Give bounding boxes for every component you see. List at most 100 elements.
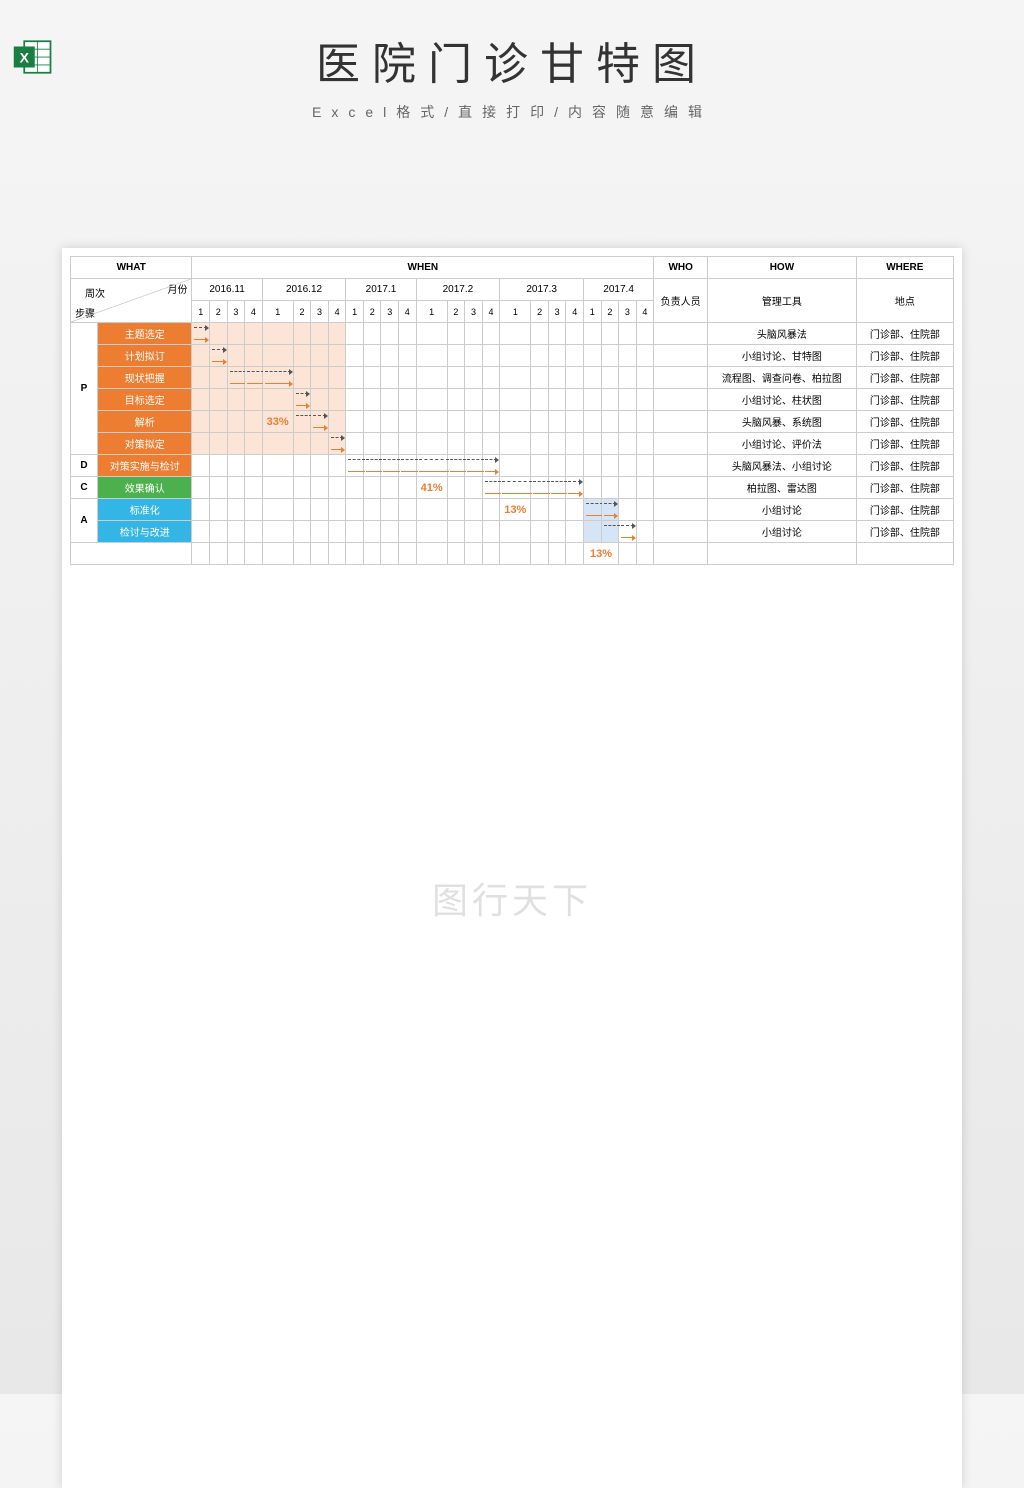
gantt-cell — [601, 521, 619, 543]
gantt-cell — [245, 389, 263, 411]
gantt-cell — [311, 323, 329, 345]
header-how: HOW — [708, 257, 856, 279]
week-header: 3 — [465, 301, 483, 323]
gantt-cell — [210, 389, 228, 411]
gantt-cell — [311, 345, 329, 367]
gantt-cell — [399, 521, 417, 543]
gantt-cell — [500, 477, 531, 499]
gantt-cell — [566, 411, 584, 433]
gantt-cell — [192, 411, 210, 433]
task-how: 小组讨论、柱状图 — [708, 389, 856, 411]
header-diagonal: 月份步骤周次 — [71, 279, 192, 323]
gantt-cell — [328, 521, 346, 543]
gantt-cell — [381, 477, 399, 499]
empty-cell — [346, 543, 364, 565]
gantt-cell — [346, 367, 364, 389]
empty-cell — [311, 543, 329, 565]
gantt-cell — [482, 323, 500, 345]
gantt-cell — [328, 411, 346, 433]
gantt-cell — [227, 433, 245, 455]
gantt-cell — [399, 433, 417, 455]
gantt-cell — [601, 389, 619, 411]
gantt-cell — [262, 521, 293, 543]
gantt-cell — [636, 499, 654, 521]
gantt-cell — [381, 323, 399, 345]
empty-cell — [619, 543, 637, 565]
empty-cell — [447, 543, 465, 565]
gantt-cell — [636, 367, 654, 389]
gantt-cell — [447, 367, 465, 389]
task-name: 现状把握 — [97, 367, 191, 389]
task-who — [654, 499, 708, 521]
gantt-cell — [619, 345, 637, 367]
gantt-cell — [328, 455, 346, 477]
gantt-cell — [548, 455, 566, 477]
gantt-cell — [531, 411, 549, 433]
empty-cell — [548, 543, 566, 565]
gantt-cell — [482, 389, 500, 411]
gantt-cell — [346, 521, 364, 543]
week-header: 1 — [416, 301, 447, 323]
gantt-cell: 33% — [262, 411, 293, 433]
page-subtitle: Excel格式/直接打印/内容随意编辑 — [0, 102, 1024, 122]
gantt-cell — [293, 323, 311, 345]
task-who — [654, 477, 708, 499]
gantt-cell — [584, 499, 602, 521]
task-who — [654, 367, 708, 389]
task-where: 门诊部、住院部 — [856, 323, 953, 345]
task-name: 检讨与改进 — [97, 521, 191, 543]
page-title: 医院门诊甘特图 — [0, 28, 1024, 92]
task-how: 小组讨论、甘特图 — [708, 345, 856, 367]
gantt-cell — [227, 411, 245, 433]
gantt-cell — [416, 521, 447, 543]
gantt-cell — [245, 433, 263, 455]
gantt-cell — [245, 455, 263, 477]
month-header: 2017.1 — [346, 279, 416, 301]
gantt-cell — [465, 433, 483, 455]
task-name: 主题选定 — [97, 323, 191, 345]
task-name: 计划拟订 — [97, 345, 191, 367]
gantt-cell — [416, 345, 447, 367]
gantt-cell — [548, 477, 566, 499]
gantt-cell — [311, 455, 329, 477]
task-how: 头脑风暴法、小组讨论 — [708, 455, 856, 477]
gantt-cell — [482, 499, 500, 521]
gantt-cell: 13% — [500, 499, 531, 521]
header-when: WHEN — [192, 257, 654, 279]
gantt-cell — [619, 455, 637, 477]
task-who — [654, 521, 708, 543]
gantt-cell — [636, 477, 654, 499]
gantt-cell — [192, 499, 210, 521]
month-header: 2017.4 — [584, 279, 654, 301]
gantt-cell — [399, 477, 417, 499]
gantt-cell — [636, 345, 654, 367]
gantt-cell — [482, 455, 500, 477]
gantt-cell — [447, 499, 465, 521]
gantt-cell — [399, 455, 417, 477]
week-header: 2 — [601, 301, 619, 323]
week-header: 2 — [447, 301, 465, 323]
gantt-cell — [346, 389, 364, 411]
gantt-cell — [262, 499, 293, 521]
week-header: 4 — [328, 301, 346, 323]
week-header: 2 — [293, 301, 311, 323]
empty-cell — [210, 543, 228, 565]
gantt-cell — [328, 499, 346, 521]
gantt-cell — [399, 411, 417, 433]
gantt-cell — [245, 367, 263, 389]
gantt-cell — [636, 433, 654, 455]
gantt-cell — [584, 455, 602, 477]
gantt-cell — [227, 389, 245, 411]
gantt-cell — [465, 411, 483, 433]
gantt-cell — [293, 367, 311, 389]
gantt-cell — [566, 521, 584, 543]
empty-cell — [636, 543, 654, 565]
gantt-cell — [363, 433, 381, 455]
gantt-cell — [210, 477, 228, 499]
gantt-cell — [245, 499, 263, 521]
gantt-cell — [262, 389, 293, 411]
gantt-cell — [192, 345, 210, 367]
week-header: 1 — [192, 301, 210, 323]
gantt-cell — [416, 389, 447, 411]
gantt-cell — [328, 345, 346, 367]
